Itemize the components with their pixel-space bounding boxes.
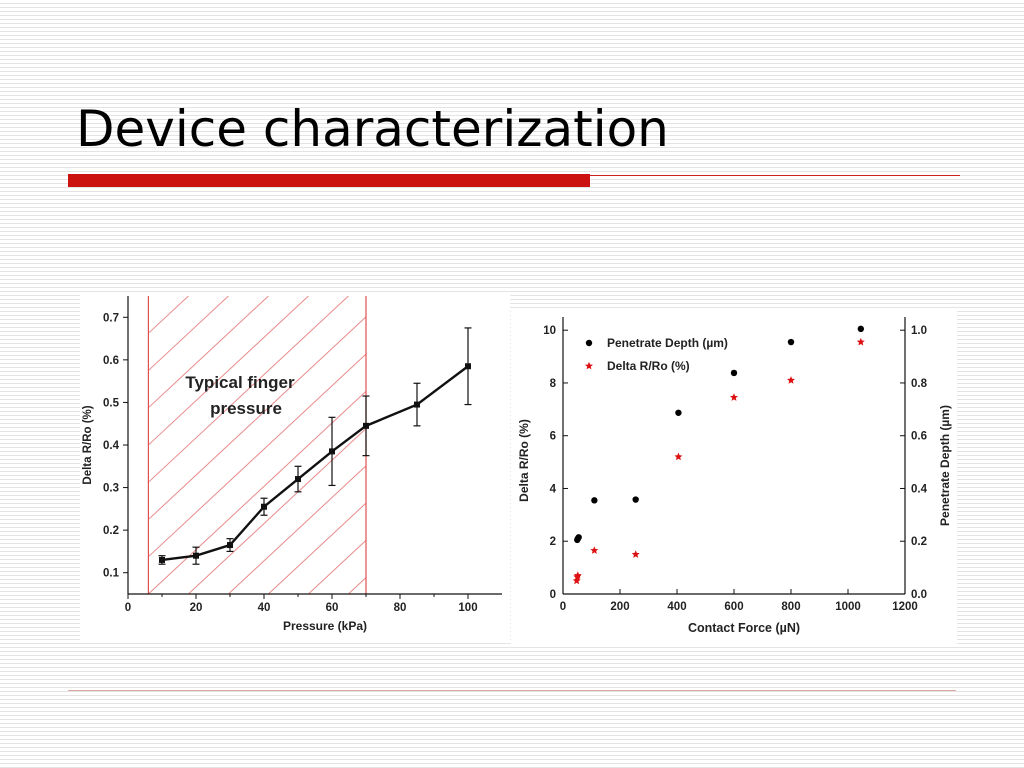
data-point-circle (632, 496, 639, 503)
y2-tick-label: 0.6 (911, 431, 927, 443)
hatch-line (148, 296, 309, 446)
y-tick-label: 0.1 (103, 568, 120, 580)
y2-tick-label: 0.4 (911, 483, 928, 495)
data-point-star (631, 550, 640, 558)
x-tick-label: 80 (394, 602, 407, 614)
legend-label: Penetrate Depth (µm) (607, 336, 728, 350)
y-tick-label: 8 (550, 378, 557, 390)
y2-tick-label: 0.0 (911, 589, 927, 601)
hatch-line (428, 296, 510, 594)
hatch-line (148, 353, 367, 558)
data-point (363, 422, 369, 429)
title-accent-bar (68, 174, 590, 187)
x-tick-label: 60 (326, 602, 339, 614)
hatch-line (348, 576, 367, 594)
x-axis-label: Pressure (kPa) (283, 619, 367, 633)
footer-divider (68, 690, 956, 691)
data-point-star (730, 393, 738, 401)
x-tick-label: 20 (190, 602, 203, 614)
data-point (465, 363, 471, 370)
data-point-circle (675, 409, 682, 416)
hatch-line (148, 296, 229, 372)
data-point (227, 542, 233, 549)
y2-axis-label: Penetrate Depth (µm) (938, 405, 952, 526)
y-tick-label: 4 (550, 483, 557, 495)
hatch-region (148, 296, 510, 594)
data-point-star (674, 452, 683, 461)
x-tick-label: 0 (125, 602, 131, 614)
y2-tick-label: 0.2 (911, 536, 927, 548)
hatch-line (148, 296, 269, 409)
data-point (295, 476, 301, 483)
y-tick-label: 0.3 (103, 483, 119, 495)
pressure-chart: Typical finger pressure 0 20 40 60 80 100 0.1 0.2… (80, 292, 510, 642)
hatch-line (188, 427, 367, 594)
data-line (161, 365, 469, 562)
title-accent-line (590, 175, 960, 176)
hatch-line (508, 296, 510, 594)
data-point-star (572, 576, 581, 585)
legend-label: Delta R/Ro (%) (607, 359, 690, 373)
x-tick-label: 200 (610, 601, 629, 613)
data-point-circle (787, 338, 795, 346)
data-point-circle (730, 369, 738, 377)
hatch-line (148, 296, 189, 334)
data-point (414, 401, 420, 408)
y-axis-label: Delta R/Ro (%) (517, 419, 531, 502)
y2-tick-label: 0.8 (911, 378, 928, 390)
x-tick-label: 40 (258, 602, 271, 614)
annotation-text: Typical finger (185, 373, 295, 392)
x-tick-label: 100 (458, 602, 477, 614)
data-point-circle (857, 325, 865, 333)
annotation-text: pressure (210, 399, 282, 418)
data-point-star (787, 376, 795, 384)
data-point-circle (591, 497, 598, 504)
y-tick-label: 0.4 (103, 440, 120, 452)
x-axis-label: Contact Force (µN) (688, 621, 800, 635)
data-point-star (585, 361, 593, 370)
x-tick-label: 1000 (835, 601, 861, 613)
y-tick-label: 2 (550, 536, 556, 548)
data-point-star (573, 571, 582, 579)
y-axis-label: Delta R/Ro (%) (82, 405, 94, 484)
contact-force-chart: 0 200 400 600 800 1000 1200 0 2 4 6 8 10 0.0 0.2 0.4 0.6… (511, 311, 957, 646)
y-tick-label: 0.2 (103, 525, 119, 537)
hatch-line (308, 539, 367, 594)
y-tick-label: 0.5 (103, 397, 120, 409)
hatch-line (148, 296, 349, 483)
y-tick-label: 0.7 (103, 312, 119, 324)
x-tick-label: 1200 (892, 601, 918, 613)
y-tick-label: 6 (550, 431, 556, 443)
data-point (193, 552, 199, 559)
hatch-line (228, 465, 367, 594)
x-tick-label: 600 (724, 601, 743, 613)
y-tick-label: 0.6 (103, 355, 119, 367)
y-tick-label: 10 (543, 325, 556, 337)
data-point (329, 448, 335, 455)
x-tick-label: 400 (667, 601, 686, 613)
data-point-circle (575, 534, 582, 541)
data-point (261, 503, 267, 510)
slide-title: Device characterization (76, 100, 669, 158)
data-point-star (856, 337, 865, 346)
hatch-line (388, 296, 510, 594)
x-tick-label: 800 (781, 601, 800, 613)
hatch-line (268, 502, 367, 594)
hatch-line (468, 296, 510, 594)
legend-marker (585, 339, 593, 347)
data-point-star (590, 546, 599, 554)
data-point (159, 556, 165, 563)
hatch-line (148, 390, 367, 594)
y-tick-label: 0 (550, 589, 556, 601)
hatch-line (148, 316, 367, 521)
y2-tick-label: 1.0 (911, 325, 927, 337)
x-tick-label: 0 (560, 601, 566, 613)
